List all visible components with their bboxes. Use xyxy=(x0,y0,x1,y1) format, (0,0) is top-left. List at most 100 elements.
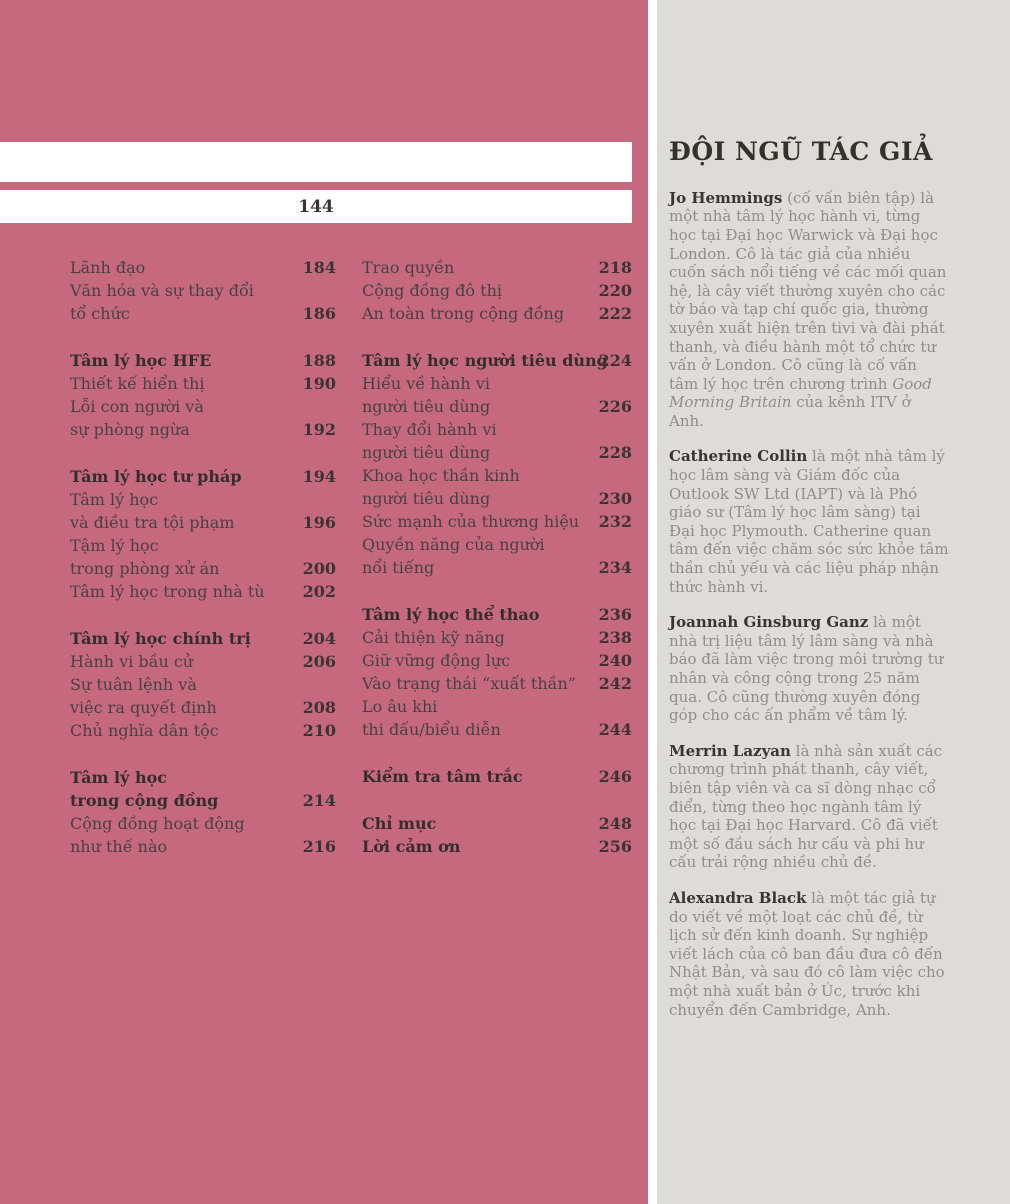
toc-entry: Sự tuân lệnh và việc ra quyết định 208 xyxy=(70,673,336,719)
toc-column-right: Trao quyền 218 Cộng đồng đô thị 220 An toàn … xyxy=(362,256,632,882)
toc-entry-page-number: 232 xyxy=(598,512,632,531)
toc-entry-title: Chủ nghĩa dân tộc xyxy=(70,721,219,740)
toc-entry-title: Tâm lý học HFE xyxy=(70,351,212,370)
toc-entry-title: Hành vi bầu cử xyxy=(70,652,194,671)
author-name: Merrin Lazyan xyxy=(669,741,791,760)
toc-entry: Khoa học thần kinh người tiêu dùng 230 xyxy=(362,464,632,510)
toc-entry-page-number: 224 xyxy=(598,351,632,370)
toc-entry: Thay đổi hành vi người tiêu dùng 228 xyxy=(362,418,632,464)
toc-entry-title: Trao quyền xyxy=(362,258,455,277)
toc-entry-title: Văn hóa và sự thay đổi tổ chức xyxy=(70,281,254,323)
toc-entry: Cải thiện kỹ năng 238 xyxy=(362,626,632,649)
toc-entry-page-number: 242 xyxy=(598,674,632,693)
toc-group: Tâm lý học HFE 188 Thiết kế hiển thị 190 Lỗi… xyxy=(70,349,336,441)
authors-sidebar: ĐỘI NGŨ TÁC GIẢ Jo Hemmings (cố vấn biên… xyxy=(657,0,1010,1204)
toc-entry-title: Vào trạng thái “xuất thần” xyxy=(362,674,576,693)
toc-entry-page-number: 218 xyxy=(598,258,632,277)
toc-entry: Giữ vững động lực 240 xyxy=(362,649,632,672)
toc-entry: Tậm lý học trong phòng xử án 200 xyxy=(70,534,336,580)
toc-entry-title: Kiểm tra tâm trắc xyxy=(362,767,523,786)
toc-section-entry: Tâm lý học thể thao 236 xyxy=(362,603,632,626)
toc-entry-page-number: 230 xyxy=(598,489,632,508)
toc-entry: Quyền năng của người nổi tiếng 234 xyxy=(362,533,632,579)
toc-entry-page-number: 216 xyxy=(302,837,336,856)
toc-section-entry: Tâm lý học HFE 188 xyxy=(70,349,336,372)
toc-entry-page-number: 222 xyxy=(598,304,632,323)
toc-entry-title: Tâm lý học thể thao xyxy=(362,605,540,624)
author-bio: Alexandra Black là một tác giả tự do viế… xyxy=(669,889,950,1019)
toc-entry-title: Tậm lý học trong phòng xử án xyxy=(70,536,220,578)
toc-entry-title: Thiết kế hiển thị xyxy=(70,374,205,393)
toc-group: Kiểm tra tâm trắc 246 xyxy=(362,765,632,788)
toc-entry: Cộng đồng đô thị 220 xyxy=(362,279,632,302)
toc-entry: Sức mạnh của thương hiệu 232 xyxy=(362,510,632,533)
toc-entry-page-number: 226 xyxy=(598,397,632,416)
toc-entry-page-number: 246 xyxy=(598,767,632,786)
toc-group: Tâm lý học tư pháp 194 Tâm lý học và điều t… xyxy=(70,465,336,603)
toc-entry: Lãnh đạo 184 xyxy=(70,256,336,279)
toc-entry: Hiểu về hành vi người tiêu dùng 226 xyxy=(362,372,632,418)
toc-entry-title: Cộng đồng đô thị xyxy=(362,281,502,300)
toc-entry-title: An toàn trong cộng đồng xyxy=(362,304,565,323)
toc-entry-page-number: 194 xyxy=(302,467,336,486)
toc-entry-page-number: 200 xyxy=(302,559,336,578)
bio-italic-text: Good Morning Britain xyxy=(669,374,932,412)
toc-entry: Lỗi con người và sự phòng ngừa 192 xyxy=(70,395,336,441)
toc-entry-page-number: 186 xyxy=(302,304,336,323)
toc-entry-page-number: 192 xyxy=(302,420,336,439)
toc-entry-page-number: 236 xyxy=(598,605,632,624)
toc-entry: Cộng đồng hoạt động như thế nào 216 xyxy=(70,812,336,858)
toc-entry-title: Tâm lý học trong nhà tù xyxy=(70,582,265,601)
toc-group: Tâm lý học thể thao 236 Cải thiện kỹ năng 2… xyxy=(362,603,632,741)
toc-entry-page-number: 206 xyxy=(302,652,336,671)
author-name: Catherine Collin xyxy=(669,447,808,466)
author-bio: Catherine Collin là một nhà tâm lý học l… xyxy=(669,447,950,596)
toc-entry-page-number: 248 xyxy=(598,814,632,833)
toc-group: Lãnh đạo 184 Văn hóa và sự thay đổi tổ chức… xyxy=(70,256,336,325)
toc-group: Trao quyền 218 Cộng đồng đô thị 220 An toàn … xyxy=(362,256,632,325)
toc-column-left: Lãnh đạo 184 Văn hóa và sự thay đổi tổ chức… xyxy=(70,256,336,882)
toc-section-entry: Chỉ mục 248 xyxy=(362,812,632,835)
toc-entry-page-number: 202 xyxy=(302,582,336,601)
header-bar-page: 144 xyxy=(0,190,632,223)
toc-entry: Vào trạng thái “xuất thần” 242 xyxy=(362,672,632,695)
toc-entry-page-number: 256 xyxy=(598,837,632,856)
toc-entry-page-number: 208 xyxy=(302,698,336,717)
toc-entry-title: Sự tuân lệnh và việc ra quyết định xyxy=(70,675,217,717)
toc-entry: Trao quyền 218 xyxy=(362,256,632,279)
toc-entry-page-number: 184 xyxy=(302,258,336,277)
toc-entry-page-number: 204 xyxy=(302,629,336,648)
toc-entry-title: Tâm lý học tư pháp xyxy=(70,467,242,486)
toc-section-entry: Tâm lý học người tiêu dùng 224 xyxy=(362,349,632,372)
author-name: Jo Hemmings xyxy=(669,188,783,207)
toc-entry-title: Lời cảm ơn xyxy=(362,837,461,856)
toc-entry-title: Lỗi con người và sự phòng ngừa xyxy=(70,397,204,439)
toc-entry-page-number: 190 xyxy=(302,374,336,393)
toc-entry: Tâm lý học trong nhà tù 202 xyxy=(70,580,336,603)
authors-sidebar-title: ĐỘI NGŨ TÁC GIẢ xyxy=(669,137,933,166)
toc-entry-page-number: 210 xyxy=(302,721,336,740)
toc-entry-title: Quyền năng của người nổi tiếng xyxy=(362,535,545,577)
toc-entry-title: Lãnh đạo xyxy=(70,258,146,277)
toc-entry: Thiết kế hiển thị 190 xyxy=(70,372,336,395)
toc-group: Tâm lý học người tiêu dùng 224 Hiểu về hàn… xyxy=(362,349,632,579)
toc-entry: Hành vi bầu cử 206 xyxy=(70,650,336,673)
bio-text: là một nhà tâm lý học lâm sàng và Giám đ… xyxy=(669,447,949,596)
toc-entry-title: Thay đổi hành vi người tiêu dùng xyxy=(362,420,497,462)
toc-entry-title: Chỉ mục xyxy=(362,814,437,833)
author-name: Joannah Ginsburg Ganz xyxy=(669,613,869,632)
author-bio: Jo Hemmings (cố vấn biên tập) là một nhà… xyxy=(669,189,950,431)
toc-entry: Chủ nghĩa dân tộc 210 xyxy=(70,719,336,742)
toc-section-entry: Kiểm tra tâm trắc 246 xyxy=(362,765,632,788)
toc-entry-title: Tâm lý học người tiêu dùng xyxy=(362,351,608,370)
toc-section-entry: Tâm lý học trong cộng đồng 214 xyxy=(70,766,336,812)
bio-text: là một tác giả tự do viết về một loạt cá… xyxy=(669,888,945,1019)
toc-entry-page-number: 228 xyxy=(598,443,632,462)
toc-entry-title: Tâm lý học và điều tra tội phạm xyxy=(70,490,235,532)
toc-entry-page-number: 238 xyxy=(598,628,632,647)
toc-entry-title: Hiểu về hành vi người tiêu dùng xyxy=(362,374,491,416)
toc-entry-title: Tâm lý học trong cộng đồng xyxy=(70,768,219,810)
toc-entry-page-number: 188 xyxy=(302,351,336,370)
author-bio: Joannah Ginsburg Ganz là một nhà trị liệ… xyxy=(669,613,950,725)
toc-section-entry: Lời cảm ơn 256 xyxy=(362,835,632,858)
